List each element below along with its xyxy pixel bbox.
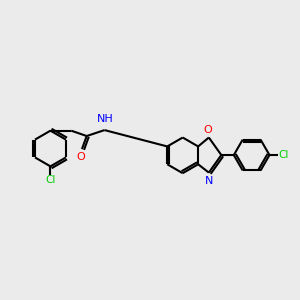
Text: O: O	[203, 124, 212, 134]
Text: Cl: Cl	[45, 175, 56, 185]
Text: NH: NH	[97, 113, 113, 124]
Text: Cl: Cl	[278, 150, 289, 160]
Text: N: N	[205, 176, 214, 186]
Text: O: O	[76, 152, 85, 162]
